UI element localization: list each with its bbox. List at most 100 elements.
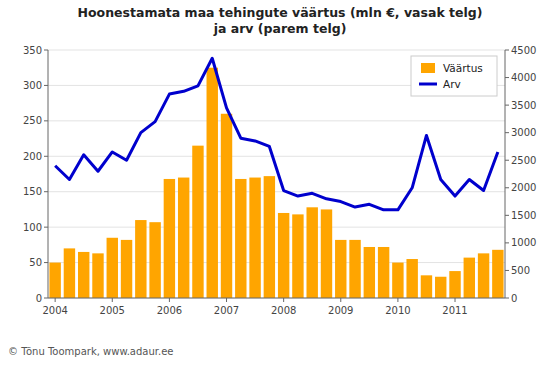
bar [435, 277, 446, 298]
legend-label: Arv [443, 78, 461, 90]
tick-mark [55, 298, 56, 302]
bar [449, 271, 460, 298]
legend-label: Väärtus [443, 62, 483, 74]
bar [364, 247, 375, 298]
annotation: © Tõnu Toompark, www.adaur.ee [8, 346, 174, 357]
y2-tick-label: 3000 [511, 127, 536, 138]
bar [78, 252, 89, 298]
tick-mark [505, 160, 509, 161]
tick-mark [505, 215, 509, 216]
bar [107, 238, 118, 298]
x-tick-label: 2008 [271, 305, 296, 316]
grid-line [48, 50, 505, 51]
bar [278, 213, 289, 298]
bar [235, 179, 246, 298]
bar [378, 247, 389, 298]
bar [349, 240, 360, 298]
y-tick-label: 200 [23, 151, 42, 162]
bar [421, 275, 432, 298]
y2-tick-label: 1500 [511, 210, 536, 221]
y-tick-label: 100 [23, 222, 42, 233]
bar [49, 263, 60, 298]
bar [406, 259, 417, 298]
y-tick-label: 300 [23, 80, 42, 91]
tick-mark [169, 298, 170, 302]
y-tick-label: 50 [29, 257, 42, 268]
tick-mark [44, 298, 48, 299]
title-line: ja arv (parem telg) [213, 21, 347, 36]
bar [149, 222, 160, 298]
tick-mark [44, 191, 48, 192]
grid [48, 50, 505, 298]
x-tick-label: 2009 [328, 305, 353, 316]
legend-swatch [419, 83, 437, 86]
tick-mark [505, 270, 509, 271]
chart: Hoonestamata maa tehingute väärtus (mln … [0, 0, 560, 367]
title-line: Hoonestamata maa tehingute väärtus (mln … [78, 5, 483, 20]
y2-tick-label: 4500 [511, 45, 536, 56]
tick-mark [505, 77, 509, 78]
x-tick-label: 2011 [442, 305, 467, 316]
y2-axis-line [505, 50, 506, 298]
bar [121, 240, 132, 298]
y-tick-label: 250 [23, 115, 42, 126]
y2-tick-label: 4000 [511, 72, 536, 83]
tick-mark [112, 298, 113, 302]
tick-mark [226, 298, 227, 302]
tick-mark [44, 85, 48, 86]
grid-line [48, 120, 505, 121]
bar [478, 253, 489, 298]
y2-tick-label: 2500 [511, 155, 536, 166]
bar [306, 207, 317, 298]
y2-tick-label: 1000 [511, 237, 536, 248]
x-tick-label: 2010 [385, 305, 410, 316]
tick-mark [44, 50, 48, 51]
x-tick-label: 2006 [157, 305, 182, 316]
tick-mark [505, 105, 509, 106]
y-axis-line [48, 50, 49, 298]
tick-mark [44, 156, 48, 157]
bar [464, 258, 475, 298]
y-tick-label: 150 [23, 186, 42, 197]
tick-mark [505, 50, 509, 51]
y-tick-label: 350 [23, 45, 42, 56]
tick-mark [505, 242, 509, 243]
y-tick-label: 0 [36, 293, 42, 304]
bar [264, 176, 275, 298]
bar [249, 178, 260, 298]
x-tick-label: 2005 [100, 305, 125, 316]
bar [92, 253, 103, 298]
title: Hoonestamata maa tehingute väärtus (mln … [78, 5, 483, 36]
bar [207, 68, 218, 298]
tick-mark [505, 132, 509, 133]
tick-mark [505, 298, 509, 299]
tick-mark [505, 187, 509, 188]
bar [492, 250, 503, 298]
legend: Väärtus Arv [411, 56, 497, 96]
bar [192, 146, 203, 298]
bar [64, 248, 75, 298]
x-axis-line [48, 298, 505, 299]
bar [292, 214, 303, 298]
y2-tick-label: 500 [511, 265, 530, 276]
bar [164, 179, 175, 298]
bar [135, 220, 146, 298]
legend-box [411, 56, 497, 96]
bar [335, 240, 346, 298]
y2-tick-label: 3500 [511, 100, 536, 111]
bar [392, 263, 403, 298]
grid-line [48, 227, 505, 228]
y2-tick-label: 0 [511, 293, 517, 304]
bar [178, 178, 189, 298]
tick-mark [455, 298, 456, 302]
grid-line [48, 191, 505, 192]
bar [321, 209, 332, 298]
tick-mark [340, 298, 341, 302]
grid-line [48, 298, 505, 299]
tick-mark [283, 298, 284, 302]
tick-mark [44, 227, 48, 228]
tick-mark [397, 298, 398, 302]
x-tick-label: 2004 [42, 305, 67, 316]
x-tick-label: 2007 [214, 305, 239, 316]
background [0, 0, 560, 367]
